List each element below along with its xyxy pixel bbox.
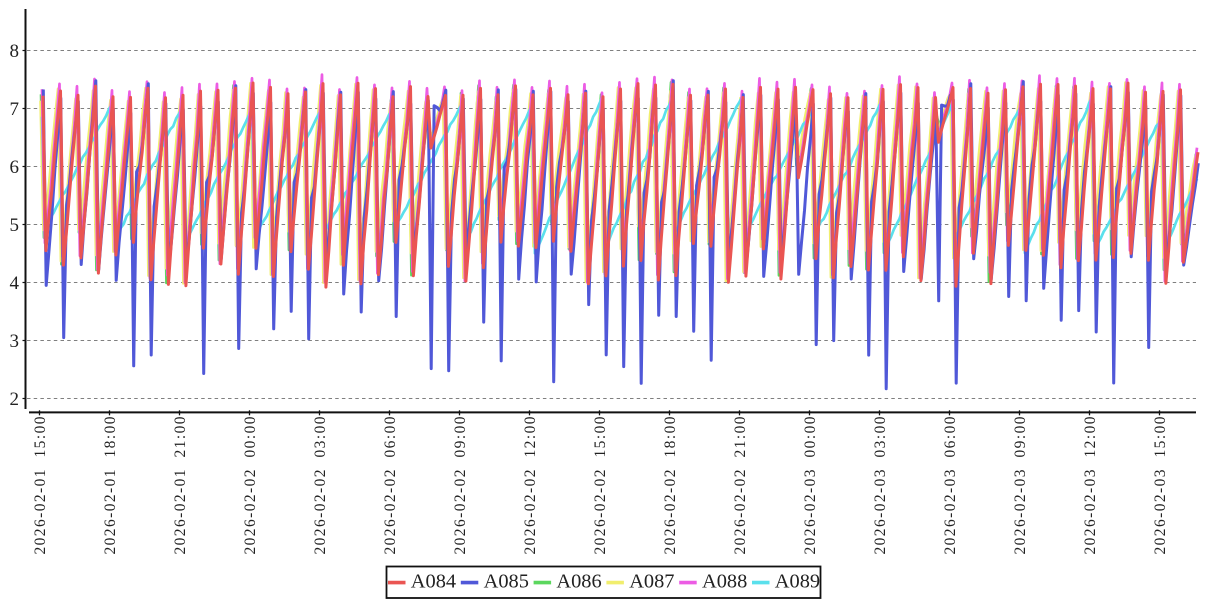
svg-text:2026-02-03 12:00: 2026-02-03 12:00 — [1082, 416, 1099, 554]
svg-text:A085: A085 — [484, 571, 529, 593]
svg-text:7: 7 — [10, 99, 20, 120]
svg-text:4: 4 — [10, 273, 20, 294]
svg-text:A087: A087 — [629, 571, 674, 593]
svg-text:6: 6 — [10, 157, 20, 178]
svg-text:2026-02-02 06:00: 2026-02-02 06:00 — [382, 416, 399, 554]
svg-text:2026-02-02 15:00: 2026-02-02 15:00 — [592, 416, 609, 554]
svg-text:2026-02-01 18:00: 2026-02-01 18:00 — [102, 416, 119, 554]
svg-text:3: 3 — [10, 331, 20, 352]
svg-text:2026-02-02 03:00: 2026-02-02 03:00 — [312, 416, 329, 554]
svg-text:5: 5 — [10, 215, 20, 236]
svg-text:2026-02-02 12:00: 2026-02-02 12:00 — [522, 416, 539, 554]
svg-text:2026-02-01 15:00: 2026-02-01 15:00 — [32, 416, 49, 554]
svg-text:2026-02-03 09:00: 2026-02-03 09:00 — [1012, 416, 1029, 554]
svg-text:A086: A086 — [556, 571, 601, 593]
svg-text:A084: A084 — [411, 571, 456, 593]
svg-text:2026-02-02 00:00: 2026-02-02 00:00 — [242, 416, 259, 554]
svg-text:2026-02-01 21:00: 2026-02-01 21:00 — [172, 416, 189, 554]
svg-text:A089: A089 — [775, 571, 820, 593]
svg-text:2026-02-02 09:00: 2026-02-02 09:00 — [452, 416, 469, 554]
svg-text:2026-02-02 21:00: 2026-02-02 21:00 — [732, 416, 749, 554]
svg-text:A088: A088 — [702, 571, 747, 593]
svg-text:2: 2 — [10, 389, 20, 410]
svg-text:2026-02-03 15:00: 2026-02-03 15:00 — [1152, 416, 1169, 554]
svg-text:2026-02-03 00:00: 2026-02-03 00:00 — [802, 416, 819, 554]
svg-text:8: 8 — [10, 41, 20, 62]
svg-text:2026-02-03 06:00: 2026-02-03 06:00 — [942, 416, 959, 554]
svg-text:2026-02-03 03:00: 2026-02-03 03:00 — [872, 416, 889, 554]
svg-text:2026-02-02 18:00: 2026-02-02 18:00 — [662, 416, 679, 554]
